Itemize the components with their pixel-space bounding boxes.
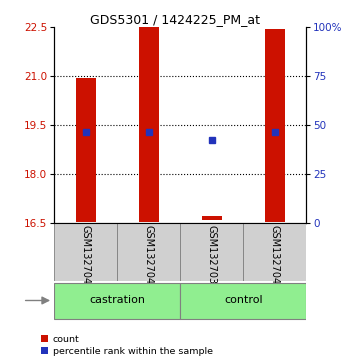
Bar (180, 283, 306, 319)
Bar (54, 223, 117, 281)
Bar (76, 78, 96, 221)
Bar (243, 223, 306, 281)
Text: GSM1327042: GSM1327042 (144, 225, 154, 290)
Bar (265, 29, 285, 221)
Text: GSM1327039: GSM1327039 (207, 225, 217, 290)
Text: GSM1327041: GSM1327041 (81, 225, 91, 290)
Bar (180, 223, 243, 281)
Text: GSM1327040: GSM1327040 (270, 225, 280, 290)
Legend: count, percentile rank within the sample: count, percentile rank within the sample (40, 334, 214, 356)
Text: GDS5301 / 1424225_PM_at: GDS5301 / 1424225_PM_at (90, 13, 260, 26)
Bar (202, 216, 222, 220)
Bar (139, 27, 159, 221)
Text: castration: castration (89, 295, 145, 306)
Text: control: control (224, 295, 262, 306)
Bar (54, 283, 180, 319)
Bar (117, 223, 180, 281)
